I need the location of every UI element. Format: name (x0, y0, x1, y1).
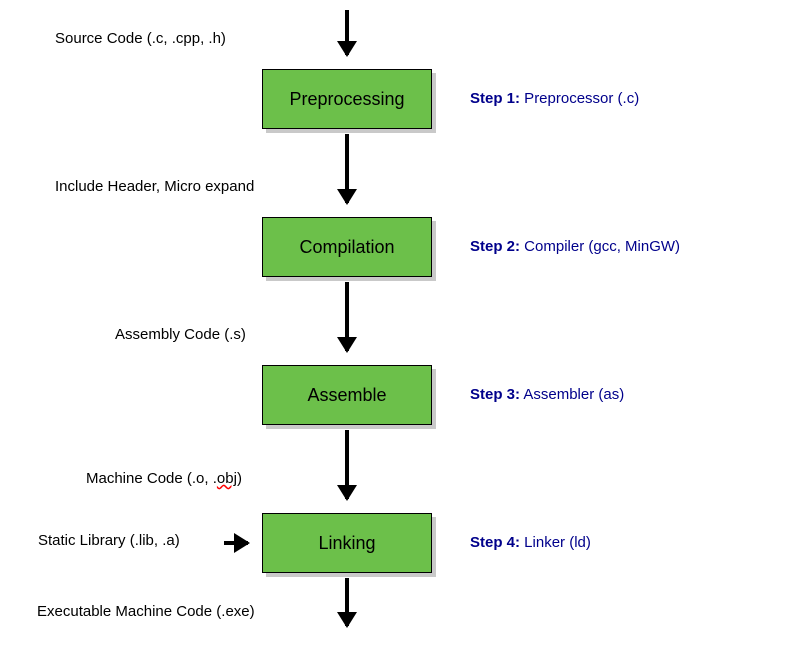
label-source-code: Source Code (.c, .cpp, .h) (55, 30, 226, 47)
step-3-label: Step 3: Assembler (as) (470, 386, 624, 403)
stage-linking: Linking (262, 513, 432, 573)
stage-preprocessing: Preprocessing (262, 69, 432, 129)
step-rest: Preprocessor (.c) (520, 90, 639, 107)
label-part: Machine Code (.o, . (86, 470, 217, 487)
arrow-down-icon (345, 134, 349, 203)
arrow-down-icon (345, 282, 349, 351)
label-machine-code: Machine Code (.o, .obj) (86, 470, 242, 487)
arrow-down-icon (345, 578, 349, 626)
label-executable: Executable Machine Code (.exe) (37, 603, 255, 620)
stage-assemble: Assemble (262, 365, 432, 425)
label-assembly-code: Assembly Code (.s) (115, 326, 246, 343)
arrow-right-icon (224, 541, 248, 545)
stage-compilation: Compilation (262, 217, 432, 277)
stage-label: Preprocessing (289, 89, 404, 110)
label-wavy-part: obj (217, 470, 237, 487)
step-rest: Assembler (as) (520, 386, 624, 403)
step-bold: Step 3: (470, 386, 520, 403)
step-bold: Step 2: (470, 238, 520, 255)
label-static-library: Static Library (.lib, .a) (38, 532, 180, 549)
stage-label: Linking (318, 533, 375, 554)
step-4-label: Step 4: Linker (ld) (470, 534, 591, 551)
step-rest: Compiler (gcc, MinGW) (520, 238, 680, 255)
arrow-down-icon (345, 430, 349, 499)
step-bold: Step 4: (470, 534, 520, 551)
stage-label: Assemble (307, 385, 386, 406)
step-rest: Linker (ld) (520, 534, 591, 551)
step-1-label: Step 1: Preprocessor (.c) (470, 90, 639, 107)
arrow-down-icon (345, 10, 349, 55)
step-2-label: Step 2: Compiler (gcc, MinGW) (470, 238, 680, 255)
stage-label: Compilation (299, 237, 394, 258)
label-include-header: Include Header, Micro expand (55, 178, 254, 195)
label-part: ) (237, 470, 242, 487)
step-bold: Step 1: (470, 90, 520, 107)
